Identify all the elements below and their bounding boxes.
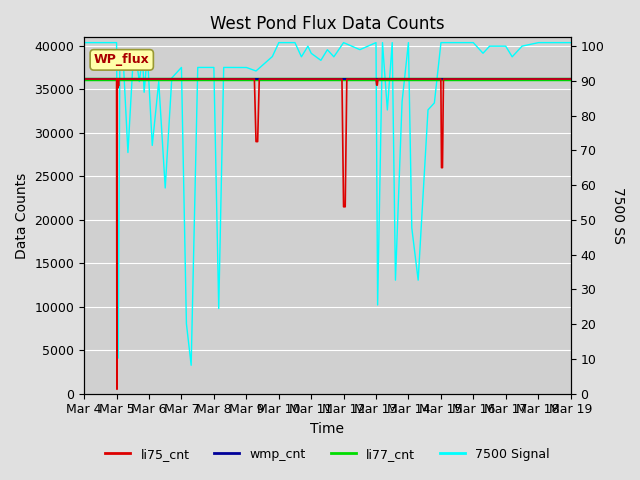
X-axis label: Time: Time [310, 422, 344, 436]
Y-axis label: Data Counts: Data Counts [15, 172, 29, 259]
Title: West Pond Flux Data Counts: West Pond Flux Data Counts [210, 15, 445, 33]
Legend: li75_cnt, wmp_cnt, li77_cnt, 7500 Signal: li75_cnt, wmp_cnt, li77_cnt, 7500 Signal [100, 443, 554, 466]
Text: WP_flux: WP_flux [94, 53, 150, 66]
Y-axis label: 7500 SS: 7500 SS [611, 187, 625, 244]
